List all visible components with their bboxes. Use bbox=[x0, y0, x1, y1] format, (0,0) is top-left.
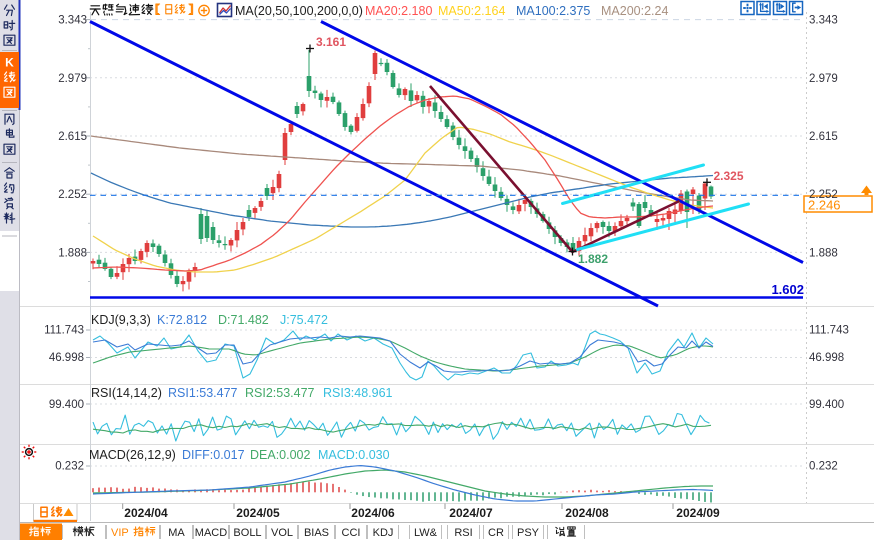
svg-text:2.252: 2.252 bbox=[809, 189, 838, 201]
svg-text:1.888: 1.888 bbox=[809, 247, 838, 259]
svg-text:BOLL: BOLL bbox=[233, 527, 261, 539]
svg-text:MACD(26,12,9): MACD(26,12,9) bbox=[89, 448, 176, 462]
svg-text:MA100:2.375: MA100:2.375 bbox=[516, 4, 590, 18]
svg-text:1.602: 1.602 bbox=[771, 282, 804, 297]
svg-text:K: K bbox=[5, 56, 14, 70]
svg-text:3.343: 3.343 bbox=[809, 15, 838, 27]
svg-text:2.252: 2.252 bbox=[58, 189, 87, 201]
svg-text:J:75.472: J:75.472 bbox=[280, 313, 328, 327]
svg-text:2024/09: 2024/09 bbox=[676, 506, 720, 520]
svg-text:KDJ(9,3,3): KDJ(9,3,3) bbox=[91, 313, 151, 327]
svg-text:46.998: 46.998 bbox=[809, 352, 844, 364]
svg-text:2.246: 2.246 bbox=[808, 198, 841, 213]
svg-text:RSI: RSI bbox=[454, 527, 472, 539]
svg-text:MA50:2.164: MA50:2.164 bbox=[438, 4, 505, 18]
svg-text:2.615: 2.615 bbox=[58, 131, 87, 143]
svg-text:VIP: VIP bbox=[111, 527, 129, 539]
svg-text:DIFF:0.017: DIFF:0.017 bbox=[182, 448, 245, 462]
svg-text:MA(20,50,100,200,0,0): MA(20,50,100,200,0,0) bbox=[235, 4, 363, 18]
svg-text:0.232: 0.232 bbox=[55, 461, 84, 473]
svg-text:111.743: 111.743 bbox=[44, 325, 84, 337]
svg-text:3.161: 3.161 bbox=[316, 35, 346, 49]
svg-text:KDJ: KDJ bbox=[373, 527, 394, 539]
svg-text:2024/05: 2024/05 bbox=[236, 506, 280, 520]
svg-text:2.615: 2.615 bbox=[809, 131, 838, 143]
svg-text:1.888: 1.888 bbox=[58, 247, 87, 259]
svg-text:99.400: 99.400 bbox=[809, 399, 844, 411]
svg-text:RSI3:48.961: RSI3:48.961 bbox=[323, 386, 393, 400]
svg-text:2024/04: 2024/04 bbox=[124, 506, 168, 520]
svg-text:1.882: 1.882 bbox=[578, 252, 608, 266]
svg-text:2.979: 2.979 bbox=[58, 73, 87, 85]
svg-text:2024/08: 2024/08 bbox=[565, 506, 609, 520]
svg-text:MACD:0.030: MACD:0.030 bbox=[318, 448, 390, 462]
svg-text:VOL: VOL bbox=[271, 527, 293, 539]
svg-text:DEA:0.002: DEA:0.002 bbox=[250, 448, 311, 462]
svg-text:46.998: 46.998 bbox=[49, 352, 84, 364]
svg-text:99.400: 99.400 bbox=[49, 399, 84, 411]
svg-text:2.979: 2.979 bbox=[809, 73, 838, 85]
svg-text:2.325: 2.325 bbox=[714, 169, 744, 183]
svg-text:MA200:2.24: MA200:2.24 bbox=[601, 4, 668, 18]
svg-text:RSI(14,14,2): RSI(14,14,2) bbox=[91, 386, 162, 400]
svg-text:RSI1:53.477: RSI1:53.477 bbox=[168, 386, 238, 400]
svg-text:3.343: 3.343 bbox=[58, 15, 87, 27]
svg-text:0.232: 0.232 bbox=[809, 461, 838, 473]
svg-text:111.743: 111.743 bbox=[809, 325, 849, 337]
svg-text:D:71.482: D:71.482 bbox=[218, 313, 269, 327]
svg-text:2024/06: 2024/06 bbox=[351, 506, 395, 520]
svg-text:MA: MA bbox=[168, 527, 185, 539]
svg-text:RSI2:53.477: RSI2:53.477 bbox=[245, 386, 315, 400]
svg-text:BIAS: BIAS bbox=[304, 527, 329, 539]
svg-text:MACD: MACD bbox=[195, 527, 227, 539]
svg-text:PSY: PSY bbox=[517, 527, 540, 539]
svg-text:K:72.812: K:72.812 bbox=[157, 313, 207, 327]
svg-text:2024/07: 2024/07 bbox=[449, 506, 493, 520]
svg-text:CR: CR bbox=[488, 527, 504, 539]
svg-text:LW&: LW& bbox=[414, 527, 438, 539]
svg-text:CCI: CCI bbox=[342, 527, 361, 539]
svg-text:MA20:2.180: MA20:2.180 bbox=[365, 4, 432, 18]
